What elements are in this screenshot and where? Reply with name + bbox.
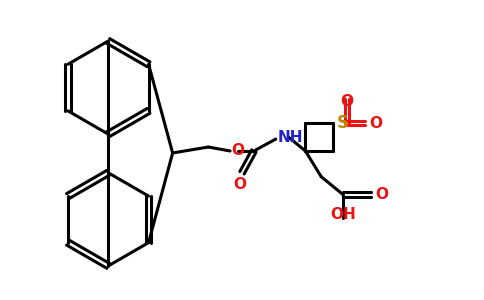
Text: O: O [375, 187, 388, 202]
Text: O: O [231, 143, 244, 158]
Text: NH: NH [278, 130, 303, 145]
Text: S: S [337, 114, 349, 132]
Text: O: O [341, 94, 353, 109]
Text: O: O [233, 177, 246, 192]
Text: OH: OH [330, 207, 356, 222]
Text: O: O [369, 116, 382, 131]
